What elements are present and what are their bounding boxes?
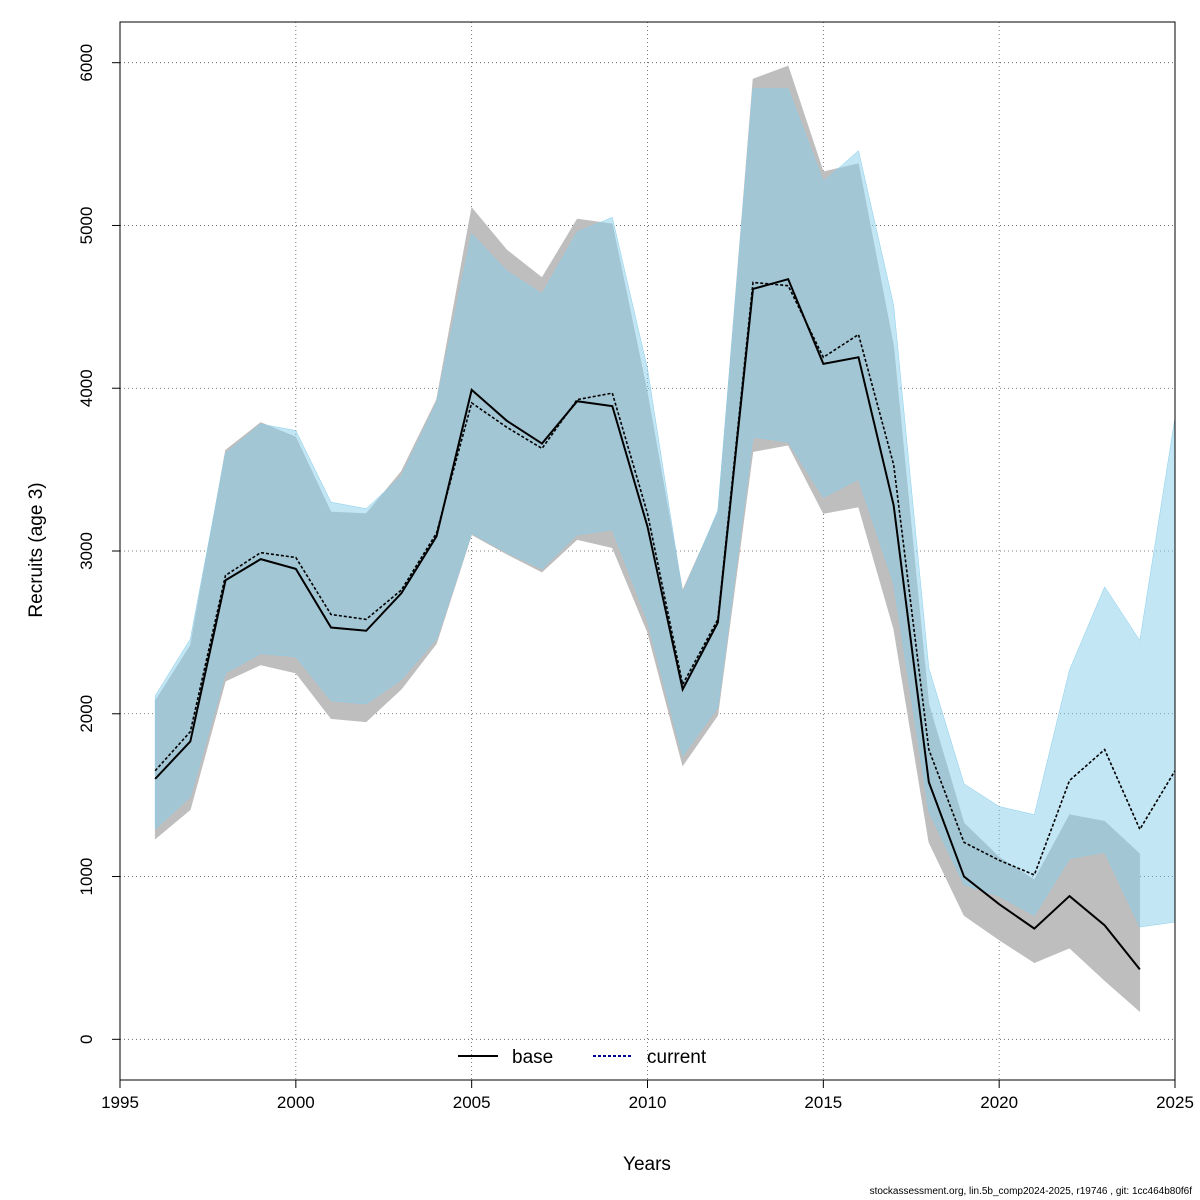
x-tick-label: 2005 — [453, 1093, 491, 1112]
footer-credit: stockassessment.org, lin.5b_comp2024-202… — [870, 1186, 1193, 1197]
band-current — [154, 88, 1176, 928]
y-tick-label: 6000 — [77, 44, 96, 82]
axes: 1995 2000 2005 2010 2015 2020 2025 0 1000 2000 300… — [77, 44, 1194, 1112]
y-axis-title: Recruits (age 3) — [26, 482, 47, 617]
x-tick-label: 2020 — [980, 1093, 1018, 1112]
y-tick-label: 4000 — [77, 369, 96, 407]
line-base — [154, 277, 1141, 970]
legend: base current — [458, 1047, 707, 1068]
legend-label-current: current — [647, 1047, 707, 1068]
y-tick-label: 2000 — [77, 695, 96, 733]
y-tick-label: 5000 — [77, 207, 96, 245]
x-tick-label: 1995 — [101, 1093, 139, 1112]
line-current — [154, 281, 1176, 876]
x-tick-label: 2025 — [1156, 1093, 1194, 1112]
x-tick-label: 2010 — [629, 1093, 667, 1112]
x-tick-label: 2000 — [277, 1093, 315, 1112]
y-tick-label: 0 — [77, 1035, 96, 1044]
legend-label-base: base — [512, 1047, 553, 1068]
x-tick-label: 2015 — [804, 1093, 842, 1112]
y-tick-label: 1000 — [77, 858, 96, 896]
x-axis-title: Years — [623, 1154, 671, 1175]
series-lines — [154, 277, 1176, 970]
y-tick-label: 3000 — [77, 532, 96, 570]
